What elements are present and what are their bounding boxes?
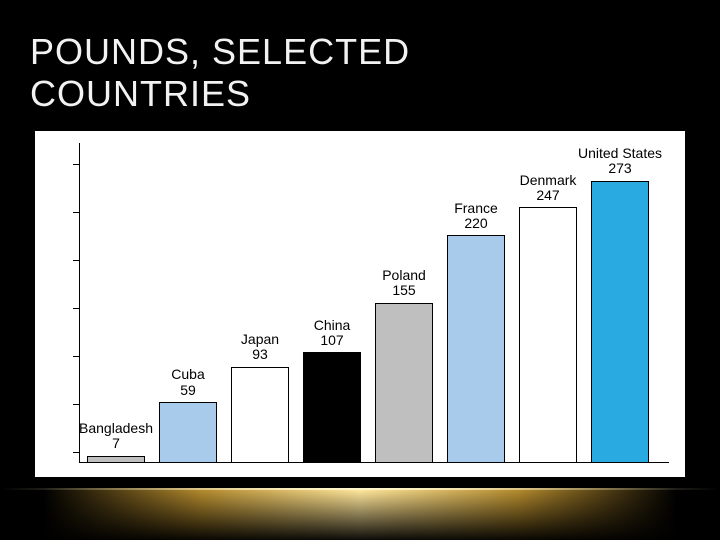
title-line-3: COUNTRIES bbox=[30, 73, 251, 114]
bar-label-value: 247 bbox=[536, 187, 559, 203]
bar-label: Cuba59 bbox=[171, 367, 204, 398]
slide-bottom-accent bbox=[0, 488, 720, 540]
bar-label-name: Denmark bbox=[520, 172, 577, 188]
bar bbox=[447, 235, 505, 463]
bar-label: Poland155 bbox=[382, 268, 426, 299]
bar-label-name: United States bbox=[578, 145, 662, 161]
bar-label-value: 273 bbox=[608, 160, 631, 176]
bar-label: Denmark247 bbox=[520, 173, 577, 204]
title-line-1: PER CAPITA MEAT SUPPLY IN bbox=[30, 0, 566, 31]
y-tick bbox=[73, 212, 79, 213]
y-tick bbox=[73, 404, 79, 405]
bar-label-value: 59 bbox=[180, 382, 196, 398]
bar bbox=[519, 207, 577, 463]
bar-label-name: Cuba bbox=[171, 366, 204, 382]
bar-label-name: China bbox=[314, 317, 351, 333]
bar-label-value: 107 bbox=[320, 332, 343, 348]
bar bbox=[591, 181, 649, 463]
bar bbox=[159, 402, 217, 463]
bar-label-value: 7 bbox=[112, 435, 120, 451]
y-axis bbox=[79, 143, 80, 463]
bar-label: Japan93 bbox=[241, 332, 279, 363]
chart-plot: Bangladesh7 Cuba59 Japan93 China107 Poland15… bbox=[79, 143, 669, 463]
y-tick bbox=[73, 260, 79, 261]
bar-label-name: Bangladesh bbox=[79, 420, 153, 436]
slide-title: PER CAPITA MEAT SUPPLY IN POUNDS, SELECT… bbox=[30, 0, 690, 114]
bar-label: China107 bbox=[314, 318, 351, 349]
title-line-2: POUNDS, SELECTED bbox=[30, 31, 410, 72]
bar-label: France220 bbox=[454, 201, 498, 232]
bar bbox=[375, 303, 433, 463]
y-tick bbox=[73, 452, 79, 453]
bar bbox=[87, 456, 145, 463]
bar-label-value: 155 bbox=[392, 282, 415, 298]
bar bbox=[303, 352, 361, 463]
bar-label-value: 93 bbox=[252, 346, 268, 362]
y-tick bbox=[73, 164, 79, 165]
bar-label-name: France bbox=[454, 200, 498, 216]
bar-label-name: Poland bbox=[382, 267, 426, 283]
y-tick bbox=[73, 356, 79, 357]
bar-label-value: 220 bbox=[464, 215, 487, 231]
slide: PER CAPITA MEAT SUPPLY IN POUNDS, SELECT… bbox=[0, 0, 720, 540]
bar bbox=[231, 367, 289, 463]
bar-label: Bangladesh7 bbox=[79, 421, 153, 452]
bar-label-name: Japan bbox=[241, 331, 279, 347]
y-tick bbox=[73, 308, 79, 309]
bar-label: United States273 bbox=[578, 146, 662, 177]
chart-area: Bangladesh7 Cuba59 Japan93 China107 Poland15… bbox=[34, 130, 686, 478]
